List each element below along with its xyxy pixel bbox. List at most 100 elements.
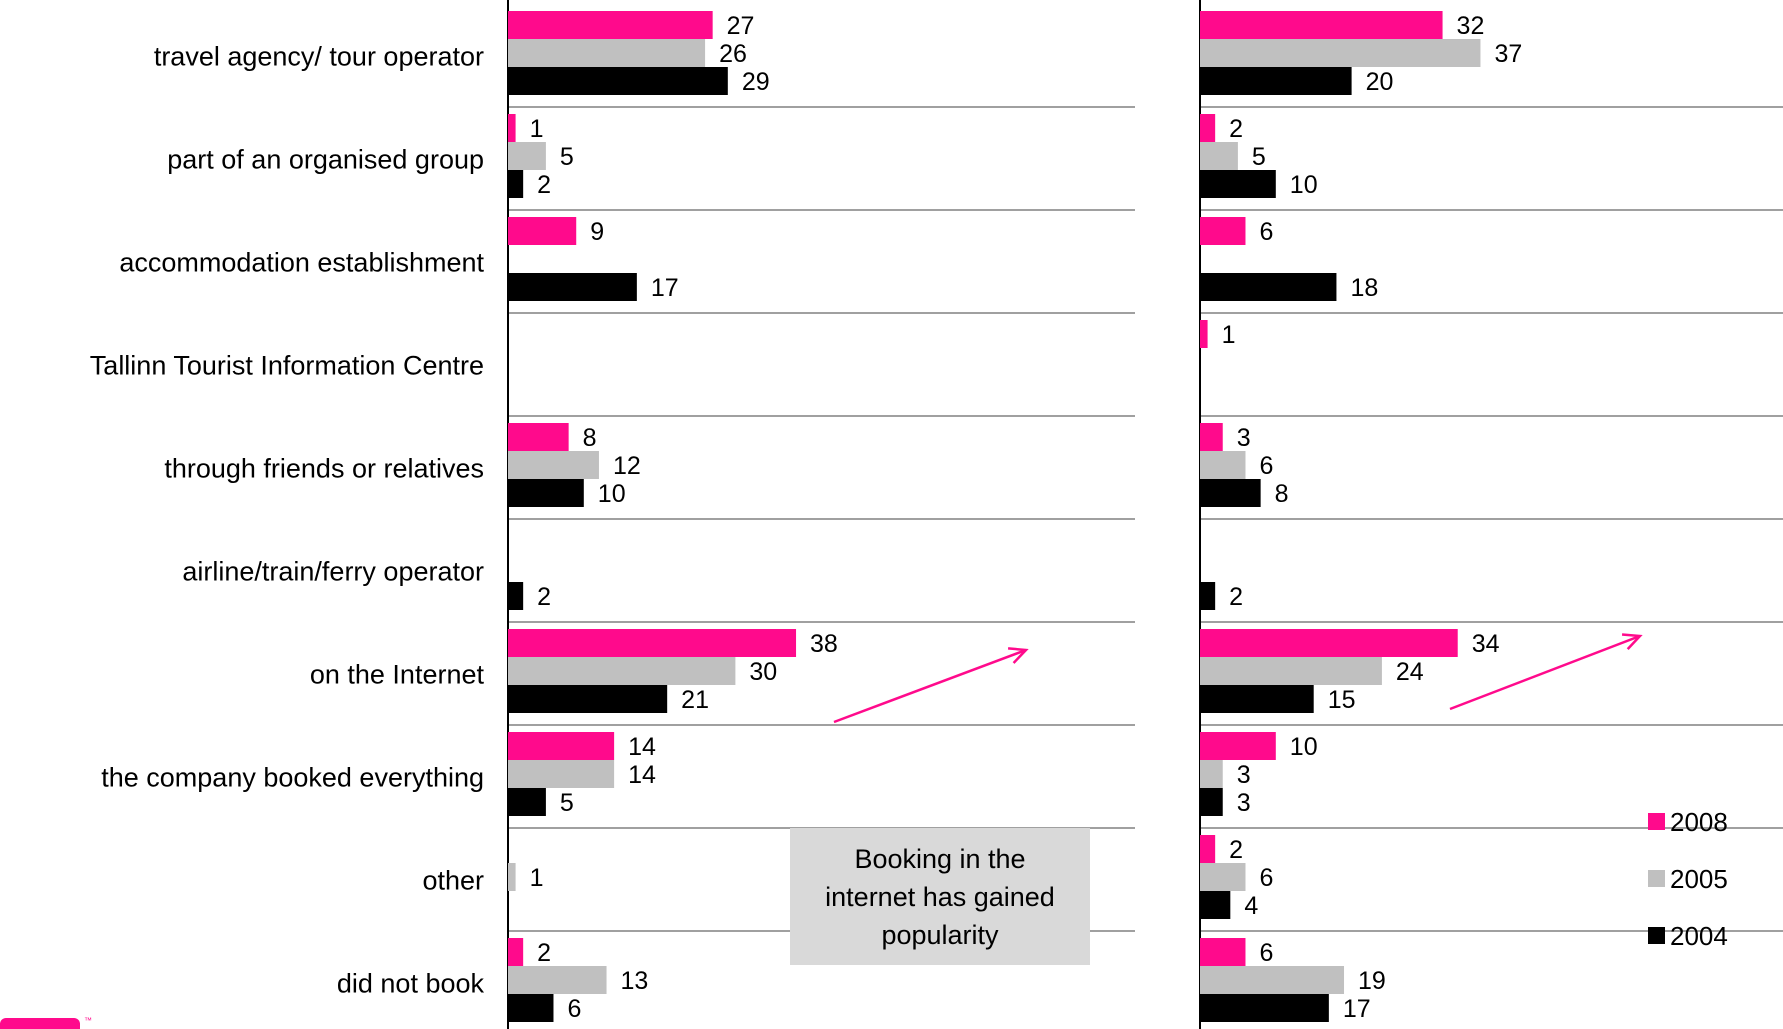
category-label: through friends or relatives: [164, 454, 484, 484]
bar-2008: [1200, 423, 1223, 451]
data-label: 9: [590, 218, 604, 246]
data-label: 8: [1275, 480, 1289, 508]
data-label: 17: [651, 274, 679, 302]
legend-swatch-2004: [1648, 927, 1665, 944]
data-label: 5: [1252, 143, 1266, 171]
category-label: the company booked everything: [101, 763, 484, 793]
legend-label: 2008: [1670, 807, 1728, 837]
data-label: 5: [560, 789, 574, 817]
data-label: 6: [1259, 452, 1273, 480]
data-label: 19: [1358, 967, 1386, 995]
category-label: other: [422, 866, 484, 896]
bar-2005: [1200, 451, 1246, 479]
data-label: 2: [537, 583, 551, 611]
category-label: travel agency/ tour operator: [154, 42, 484, 72]
data-label: 18: [1350, 274, 1378, 302]
data-label: 14: [628, 761, 656, 789]
bar-2005: [508, 39, 706, 67]
data-label: 6: [1259, 218, 1273, 246]
bar-2008: [1200, 11, 1443, 39]
data-label: 21: [681, 686, 709, 714]
bar-2004: [1200, 67, 1352, 95]
bar-2008: [508, 423, 569, 451]
trend-arrow: [833, 648, 1027, 724]
bar-2005: [1200, 39, 1481, 67]
data-label: 3: [1237, 424, 1251, 452]
data-label: 1: [530, 115, 544, 143]
annotation-text: Booking in the internet has gained popul…: [825, 843, 1055, 950]
data-label: 20: [1366, 68, 1394, 96]
data-label: 2: [537, 171, 551, 199]
data-label: 1: [1222, 321, 1236, 349]
category-label: Tallinn Tourist Information Centre: [90, 351, 484, 381]
bar-2004: [508, 273, 637, 301]
legend: 2008 2005 2004: [1648, 807, 1728, 951]
bar-2005: [508, 451, 599, 479]
trend-arrows: [833, 633, 1643, 724]
category-labels: travel agency/ tour operator part of an o…: [90, 42, 485, 999]
data-label: 2: [1229, 836, 1243, 864]
bar-2005: [1200, 657, 1382, 685]
bar-2004: [508, 685, 668, 713]
data-label: 5: [560, 143, 574, 171]
bar-2004: [1200, 273, 1337, 301]
bar-2005: [508, 142, 546, 170]
bar-2004: [508, 170, 524, 198]
brand-logo: [0, 1018, 80, 1029]
bar-2004: [508, 479, 584, 507]
data-label: 13: [621, 967, 649, 995]
data-label: 2: [1229, 115, 1243, 143]
category-label: airline/train/ferry operator: [182, 557, 484, 587]
data-label: 2: [537, 939, 551, 967]
bar-2008: [1200, 938, 1246, 966]
legend-label: 2005: [1670, 864, 1728, 894]
bar-2004: [508, 67, 728, 95]
data-label: 30: [749, 658, 777, 686]
bar-2004: [1200, 685, 1314, 713]
bar-2005: [508, 657, 736, 685]
bar-2005: [1200, 142, 1238, 170]
bar-2005: [1200, 760, 1223, 788]
bar-2008: [508, 732, 615, 760]
bar-2004: [1200, 582, 1216, 610]
bar-2005: [1200, 966, 1345, 994]
bar-2004: [1200, 891, 1231, 919]
bar-2008: [1200, 732, 1276, 760]
bar-2008: [1200, 320, 1208, 348]
data-label: 24: [1396, 658, 1424, 686]
legend-swatch-2005: [1648, 870, 1665, 887]
bar-2005: [508, 760, 615, 788]
bar-2005: [508, 966, 607, 994]
data-label: 4: [1244, 892, 1258, 920]
data-label: 38: [810, 630, 838, 658]
data-label: 34: [1472, 630, 1500, 658]
bar-2005: [508, 863, 516, 891]
data-label: 2: [1229, 583, 1243, 611]
data-label: 29: [742, 68, 770, 96]
data-label: 3: [1237, 761, 1251, 789]
bar-2008: [508, 629, 797, 657]
data-label: 15: [1328, 686, 1356, 714]
data-label: 10: [1290, 171, 1318, 199]
data-label: 6: [567, 995, 581, 1023]
bar-2008: [1200, 114, 1216, 142]
bar-2008: [508, 114, 516, 142]
bar-2004: [508, 788, 546, 816]
bar-2008: [1200, 217, 1246, 245]
data-label: 27: [727, 12, 755, 40]
annotation-box: Booking in the internet has gained popul…: [790, 828, 1090, 965]
bar-2004: [508, 582, 524, 610]
category-label: on the Internet: [310, 660, 485, 690]
category-label: part of an organised group: [167, 145, 484, 175]
bar-2008: [1200, 835, 1216, 863]
legend-swatch-2008: [1648, 813, 1665, 830]
data-label: 14: [628, 733, 656, 761]
data-label: 10: [1290, 733, 1318, 761]
bar-2008: [1200, 629, 1458, 657]
data-label: 6: [1259, 939, 1273, 967]
data-label: 10: [598, 480, 626, 508]
data-label: 3: [1237, 789, 1251, 817]
bar-2008: [508, 217, 577, 245]
